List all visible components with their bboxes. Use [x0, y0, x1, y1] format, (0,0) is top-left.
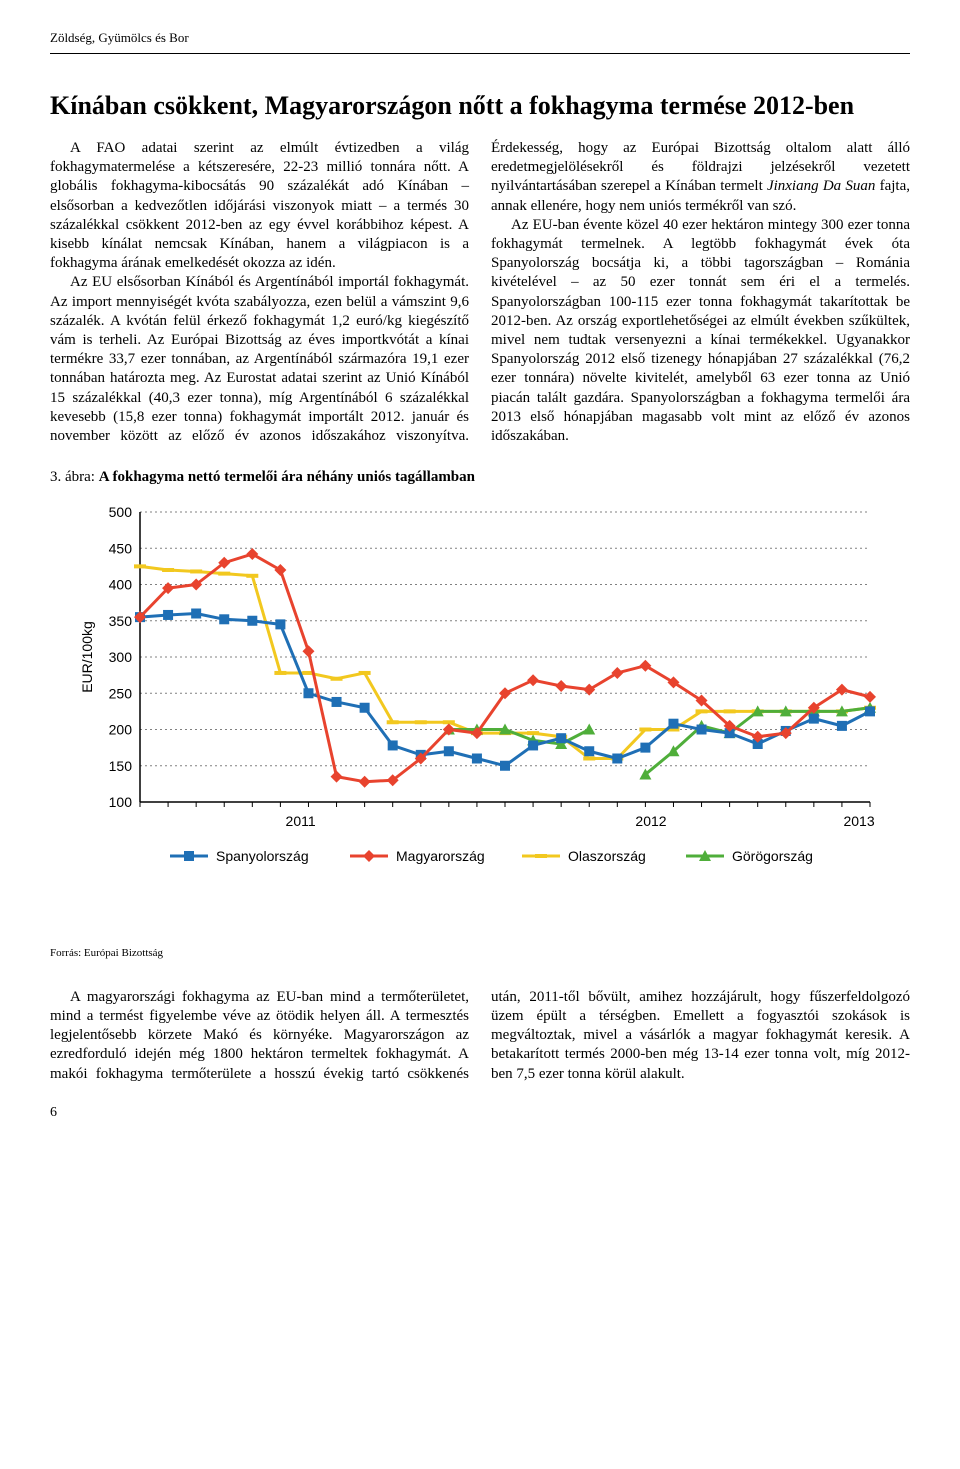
svg-text:Görögország: Görögország [732, 848, 813, 864]
svg-text:Spanyolország: Spanyolország [216, 848, 309, 864]
svg-text:150: 150 [109, 757, 133, 773]
svg-text:450: 450 [109, 540, 133, 556]
article-body-top: A FAO adatai szerint az elmúlt évtizedbe… [50, 139, 910, 446]
chart-caption-prefix: 3. ábra: [50, 469, 99, 485]
chart-caption-title: A fokhagyma nettó termelői ára néhány un… [99, 469, 475, 485]
section-header: Zöldség, Gyümölcs és Bor [50, 30, 910, 47]
svg-text:EUR/100kg: EUR/100kg [79, 621, 95, 693]
svg-text:2012: 2012 [635, 813, 666, 829]
italic-term: Jinxiang Da Suan [767, 178, 875, 194]
svg-text:Magyarország: Magyarország [396, 848, 485, 864]
article-body-bottom: A magyarországi fokhagyma az EU-ban mind… [50, 988, 910, 1084]
svg-text:200: 200 [109, 721, 133, 737]
chart-container: 100 150 200 250 300 350 400 450 500 2011 2012 2013 E… [50, 502, 910, 938]
svg-text:350: 350 [109, 612, 133, 628]
svg-text:100: 100 [109, 794, 133, 810]
chart-source: Forrás: Európai Bizottság [50, 946, 910, 960]
svg-text:2013: 2013 [843, 813, 874, 829]
page-number: 6 [50, 1104, 910, 1122]
svg-text:400: 400 [109, 576, 133, 592]
paragraph: A magyarországi fokhagyma az EU-ban mind… [50, 988, 910, 1084]
svg-text:300: 300 [109, 649, 133, 665]
line-chart: 100 150 200 250 300 350 400 450 500 2011 2012 2013 E… [70, 502, 890, 938]
chart-caption: 3. ábra: A fokhagyma nettó termelői ára … [50, 468, 910, 488]
paragraph: A FAO adatai szerint az elmúlt évtizedbe… [50, 139, 469, 273]
header-rule [50, 53, 910, 54]
svg-text:500: 500 [109, 504, 133, 520]
article-title: Kínában csökkent, Magyarországon nőtt a … [50, 90, 910, 121]
svg-text:250: 250 [109, 685, 133, 701]
paragraph: Az EU-ban évente közel 40 ezer hektáron … [491, 216, 910, 446]
svg-text:Olaszország: Olaszország [568, 848, 646, 864]
svg-text:2011: 2011 [286, 813, 316, 829]
